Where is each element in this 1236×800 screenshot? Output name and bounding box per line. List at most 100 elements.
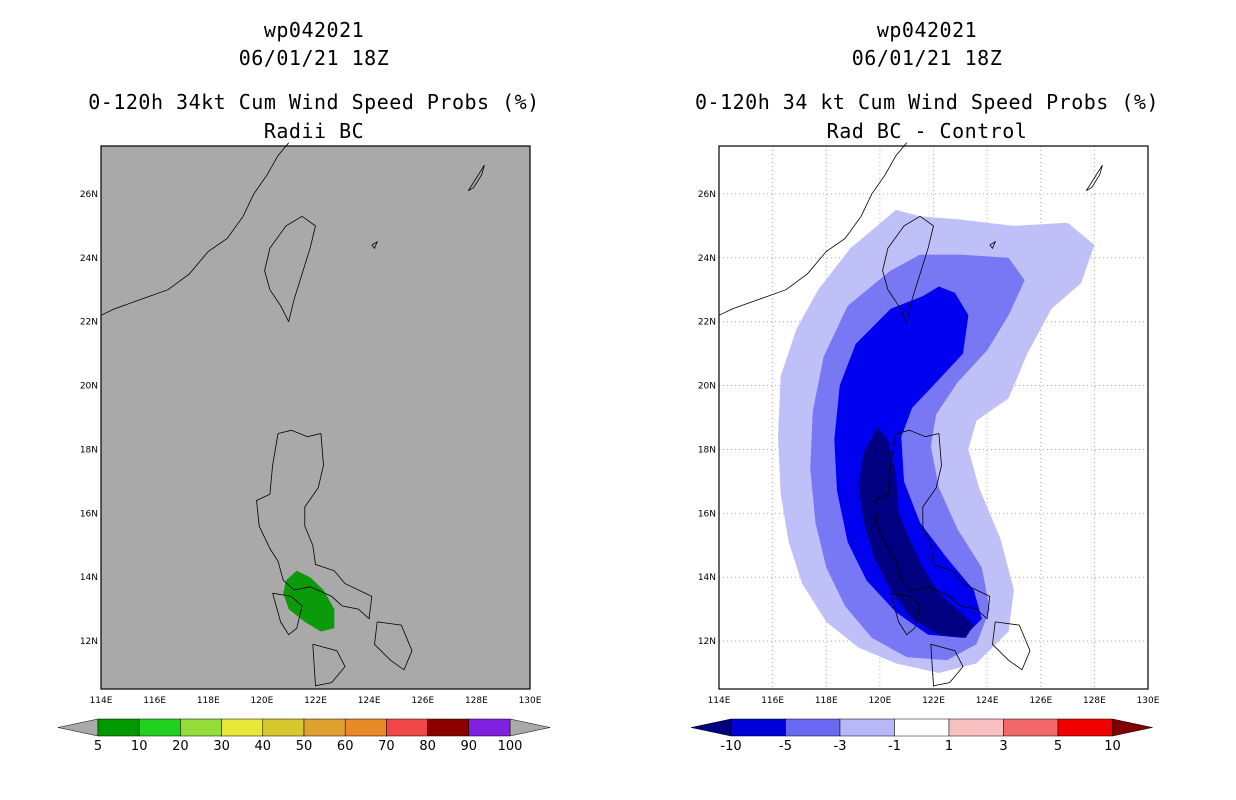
colorbar-swatch bbox=[303, 718, 346, 737]
x-tick-label: 130E bbox=[519, 696, 542, 706]
x-tick-label: 122E bbox=[922, 696, 945, 706]
colorbar-label: 60 bbox=[337, 739, 354, 754]
coastline-mindoro bbox=[890, 592, 921, 636]
colorbar-swatch bbox=[948, 718, 1004, 737]
coastline-taiwan bbox=[264, 215, 316, 322]
x-tick-label: 120E bbox=[250, 696, 273, 706]
colorbar-right-arrow bbox=[1112, 718, 1153, 737]
y-tick-label: 26N bbox=[80, 190, 98, 200]
coastline-okinawa bbox=[467, 164, 485, 192]
y-tick-label: 26N bbox=[698, 190, 716, 200]
colorbar-label: 20 bbox=[172, 739, 189, 754]
colorbar-label: 40 bbox=[255, 739, 272, 754]
colorbar-label: 5 bbox=[94, 739, 102, 754]
y-tick-label: 18N bbox=[80, 445, 98, 455]
x-tick-label: 118E bbox=[815, 696, 838, 706]
x-tick-label: 128E bbox=[1083, 696, 1106, 706]
y-tick-label: 14N bbox=[80, 573, 98, 583]
colorbar-swatch bbox=[138, 718, 181, 737]
colorbar-label: 100 bbox=[498, 739, 523, 754]
colorbar-swatch bbox=[97, 718, 140, 737]
panel-0: 114E 116E 118E 120E 122E 124E 126E 128E 130E 12N 1… bbox=[80, 142, 542, 706]
colorbar-label: 70 bbox=[378, 739, 395, 754]
x-tick-label: 116E bbox=[761, 696, 784, 706]
x-tick-label: 128E bbox=[465, 696, 488, 706]
x-tick-label: 114E bbox=[708, 696, 731, 706]
coastline-samar bbox=[992, 621, 1031, 671]
x-tick-label: 114E bbox=[90, 696, 113, 706]
left-datetime: 06/01/21 18Z bbox=[238, 46, 390, 70]
x-tick-label: 126E bbox=[1029, 696, 1052, 706]
colorbar-swatch bbox=[1057, 718, 1113, 737]
colorbar-label: -10 bbox=[720, 739, 741, 754]
colorbar-swatch bbox=[427, 718, 470, 737]
colorbar-swatch bbox=[468, 718, 511, 737]
x-tick-label: 130E bbox=[1137, 696, 1160, 706]
x-tick-label: 124E bbox=[358, 696, 381, 706]
colorbar-label: -1 bbox=[888, 739, 901, 754]
x-tick-label: 122E bbox=[304, 696, 327, 706]
colorbar-label: 10 bbox=[131, 739, 148, 754]
y-tick-label: 16N bbox=[80, 509, 98, 519]
colorbar-label: -5 bbox=[779, 739, 792, 754]
coastline-panay bbox=[930, 643, 964, 687]
y-tick-label: 18N bbox=[698, 445, 716, 455]
right-subtitle: Rad BC - Control bbox=[826, 119, 1028, 143]
colorbar-swatch bbox=[730, 718, 786, 737]
x-tick-label: 124E bbox=[976, 696, 999, 706]
plot-frame bbox=[718, 145, 1149, 690]
left-title: 0-120h 34kt Cum Wind Speed Probs (%) bbox=[88, 90, 540, 114]
y-tick-label: 20N bbox=[80, 382, 98, 392]
coastline-panay bbox=[312, 643, 346, 687]
colorbar-0: 5 10 20 30 40 50 60 70 80 90 100 bbox=[57, 718, 551, 754]
colorbar-label: 3 bbox=[999, 739, 1007, 754]
colorbar-swatch bbox=[1003, 718, 1059, 737]
coastline-sakishima bbox=[371, 240, 379, 249]
right-storm-id: wp042021 bbox=[876, 18, 978, 42]
y-tick-label: 12N bbox=[80, 637, 98, 647]
colorbar-swatch bbox=[221, 718, 264, 737]
colorbar-label: 10 bbox=[1104, 739, 1121, 754]
y-tick-label: 16N bbox=[698, 509, 716, 519]
colorbar-swatch bbox=[262, 718, 305, 737]
colorbar-swatch bbox=[180, 718, 222, 737]
colorbar-label: 80 bbox=[419, 739, 436, 754]
coastline-luzon bbox=[256, 429, 373, 620]
colorbar-swatch bbox=[894, 718, 950, 737]
y-tick-label: 22N bbox=[80, 318, 98, 328]
coastline-samar bbox=[374, 621, 413, 671]
x-tick-label: 116E bbox=[143, 696, 166, 706]
colorbar-swatch bbox=[785, 718, 841, 737]
y-tick-label: 20N bbox=[698, 382, 716, 392]
colorbar-swatch bbox=[344, 718, 387, 737]
panel-1: 114E 116E 118E 120E 122E 124E 126E 128E 130E 12N 1… bbox=[698, 142, 1160, 706]
colorbar-swatch bbox=[839, 718, 895, 737]
x-tick-label: 120E bbox=[868, 696, 891, 706]
coastline-taiwan bbox=[882, 215, 934, 322]
colorbar-label: 1 bbox=[945, 739, 953, 754]
colorbar-label: 90 bbox=[461, 739, 478, 754]
x-tick-label: 118E bbox=[197, 696, 220, 706]
colorbar-label: -3 bbox=[834, 739, 847, 754]
y-tick-label: 24N bbox=[698, 254, 716, 264]
contour-5-10 bbox=[283, 570, 335, 632]
contour--10 bbox=[858, 427, 974, 638]
plot-frame bbox=[100, 145, 531, 690]
coastline-china bbox=[718, 142, 908, 316]
colorbar-label: 5 bbox=[1054, 739, 1062, 754]
colorbar-right-arrow bbox=[509, 718, 551, 737]
x-tick-label: 126E bbox=[411, 696, 434, 706]
y-tick-label: 14N bbox=[698, 573, 716, 583]
colorbar-left-arrow bbox=[57, 718, 99, 737]
left-subtitle: Radii BC bbox=[263, 119, 365, 143]
coastline-okinawa bbox=[1085, 164, 1103, 192]
y-tick-label: 22N bbox=[698, 318, 716, 328]
coastline-china bbox=[100, 142, 290, 316]
right-title: 0-120h 34 kt Cum Wind Speed Probs (%) bbox=[694, 90, 1160, 114]
right-datetime: 06/01/21 18Z bbox=[851, 46, 1003, 70]
coastline-luzon bbox=[874, 429, 991, 620]
y-tick-label: 12N bbox=[698, 637, 716, 647]
contour--10-to-5 bbox=[834, 286, 982, 638]
colorbar-label: 30 bbox=[213, 739, 230, 754]
